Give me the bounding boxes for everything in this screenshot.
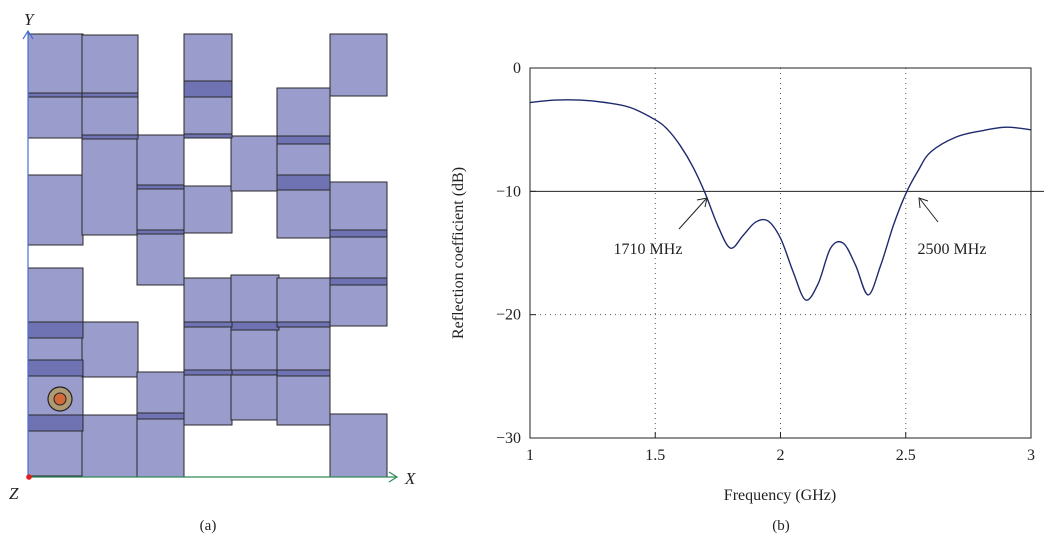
annotation-1710-arrowhead-icon [696,197,708,208]
antenna-layout-panel: Y X Z (a) [9,10,416,534]
overlap-band [136,412,185,420]
feed-inner-conductor [53,392,67,406]
x-tick-label: 2.5 [896,447,916,464]
x-tick-label: 1 [526,447,534,464]
antenna-patch [81,414,139,478]
overlap-band [81,92,139,98]
antenna-patches [27,33,388,478]
x-tick-label: 2 [777,447,785,464]
overlap-band [81,134,139,140]
overlap-band [27,414,84,432]
antenna-patch [329,33,388,97]
overlap-band [183,80,233,98]
annotation-2500-label: 2500 MHz [918,241,987,258]
antenna-patch [81,321,139,378]
y-tick-label: −30 [496,430,521,447]
annotation-1710-label: 1710 MHz [614,241,683,258]
y-axis-title: Reflection coefficient (dB) [450,167,467,339]
antenna-patch [276,369,331,426]
overlap-band [276,321,331,328]
overlap-band [183,369,233,376]
y-tick-label: 0 [513,60,521,77]
chart-grid [530,68,1044,438]
z-axis-label: Z [9,484,19,503]
overlap-band [276,369,331,377]
antenna-patch [230,369,280,421]
antenna-patch [329,413,388,478]
overlap-band [183,321,233,328]
x-axis-arrow-icon [388,471,399,483]
caption-a: (a) [200,518,217,534]
antenna-patch [136,414,185,478]
x-tick-label: 3 [1027,447,1035,464]
overlap-band [27,359,84,377]
antenna-patch [81,134,139,236]
antenna-patch [183,185,233,234]
y-tick-label: −20 [496,307,521,324]
caption-b: (b) [772,518,790,534]
overlap-band [27,321,84,339]
overlap-band [230,369,280,376]
reflection-coefficient-chart: 1 1.5 2 2.5 3 0 −10 −20 −30 Frequency (GHz) Refl… [450,60,1044,534]
antenna-patch [183,369,233,426]
y-axis-arrow-icon [22,29,34,40]
overlap-band [230,321,280,331]
annotation-2500-arrow [919,198,939,223]
antenna-patch [136,184,185,286]
overlap-band [27,92,84,98]
overlap-band [329,277,388,286]
overlap-band [329,229,388,238]
antenna-patch [329,277,388,327]
chart-ticks: 1 1.5 2 2.5 3 0 −10 −20 −30 [496,60,1035,464]
overlap-band [276,135,331,145]
x-tick-label: 1.5 [645,447,665,464]
annotation-2500-arrowhead-icon [918,197,929,209]
antenna-patch [81,34,139,136]
overlap-band [136,184,185,190]
antenna-patch [276,277,331,379]
plot-frame [529,67,1032,439]
overlap-band [136,229,185,235]
x-axis-label: X [404,469,416,488]
antenna-patch [27,33,84,139]
y-axis-label: Y [24,10,35,29]
series-line-reflection-coefficient [529,99,1032,301]
antenna-patch [230,135,280,192]
chart-series [529,99,1032,301]
overlap-band [183,133,233,139]
antenna-patch [27,174,84,246]
overlap-band [276,174,331,191]
origin-marker [26,474,32,480]
patch-overlap-bands [27,80,388,432]
y-tick-label: −10 [496,183,521,200]
x-axis-title: Frequency (GHz) [724,487,836,504]
annotation-1710-arrow [678,198,707,230]
